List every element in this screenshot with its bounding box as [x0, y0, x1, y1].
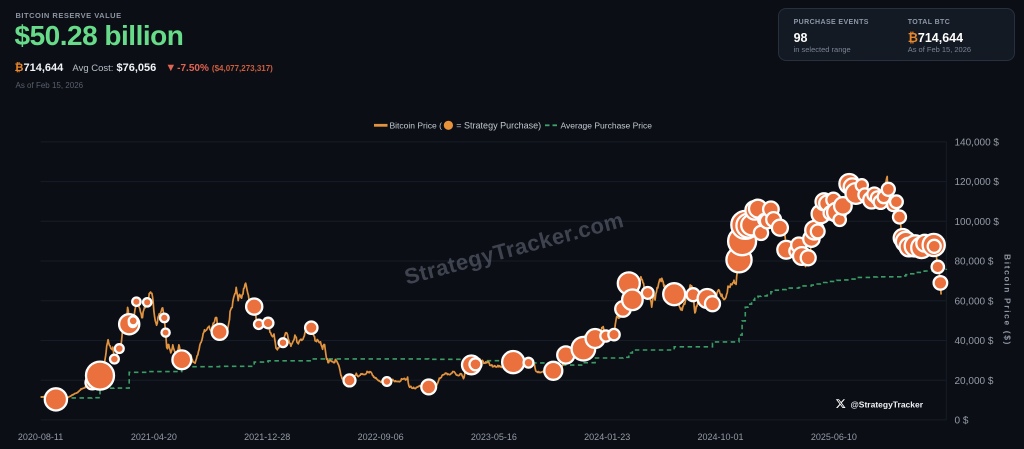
- svg-text:60,000 $: 60,000 $: [955, 296, 994, 307]
- svg-text:100,000 $: 100,000 $: [955, 217, 1000, 228]
- svg-text:Bitcoin Price ($): Bitcoin Price ($): [1003, 254, 1013, 346]
- svg-text:2025-06-10: 2025-06-10: [811, 432, 857, 442]
- svg-text:2023-05-16: 2023-05-16: [471, 432, 517, 442]
- svg-text:2024-10-01: 2024-10-01: [697, 432, 743, 442]
- svg-text:120,000 $: 120,000 $: [955, 177, 1000, 188]
- svg-text:2020-08-11: 2020-08-11: [18, 432, 63, 442]
- svg-text:@StrategyTracker: @StrategyTracker: [851, 399, 924, 409]
- svg-text:2024-01-23: 2024-01-23: [584, 432, 630, 442]
- svg-text:Average Purchase Price: Average Purchase Price: [561, 120, 653, 130]
- svg-text:20,000 $: 20,000 $: [955, 376, 994, 387]
- svg-text:2021-12-28: 2021-12-28: [244, 432, 290, 442]
- svg-text:= Strategy Purchase): = Strategy Purchase): [456, 121, 541, 131]
- svg-text:140,000 $: 140,000 $: [955, 138, 1000, 149]
- svg-text:2022-09-06: 2022-09-06: [358, 432, 404, 442]
- svg-text:80,000 $: 80,000 $: [955, 257, 994, 268]
- svg-text:0 $: 0 $: [955, 416, 969, 427]
- svg-text:StrategyTracker.com: StrategyTracker.com: [402, 207, 627, 290]
- svg-text:Bitcoin Price (: Bitcoin Price (: [390, 120, 443, 130]
- svg-text:2021-04-20: 2021-04-20: [131, 432, 177, 442]
- svg-text:40,000 $: 40,000 $: [955, 336, 994, 347]
